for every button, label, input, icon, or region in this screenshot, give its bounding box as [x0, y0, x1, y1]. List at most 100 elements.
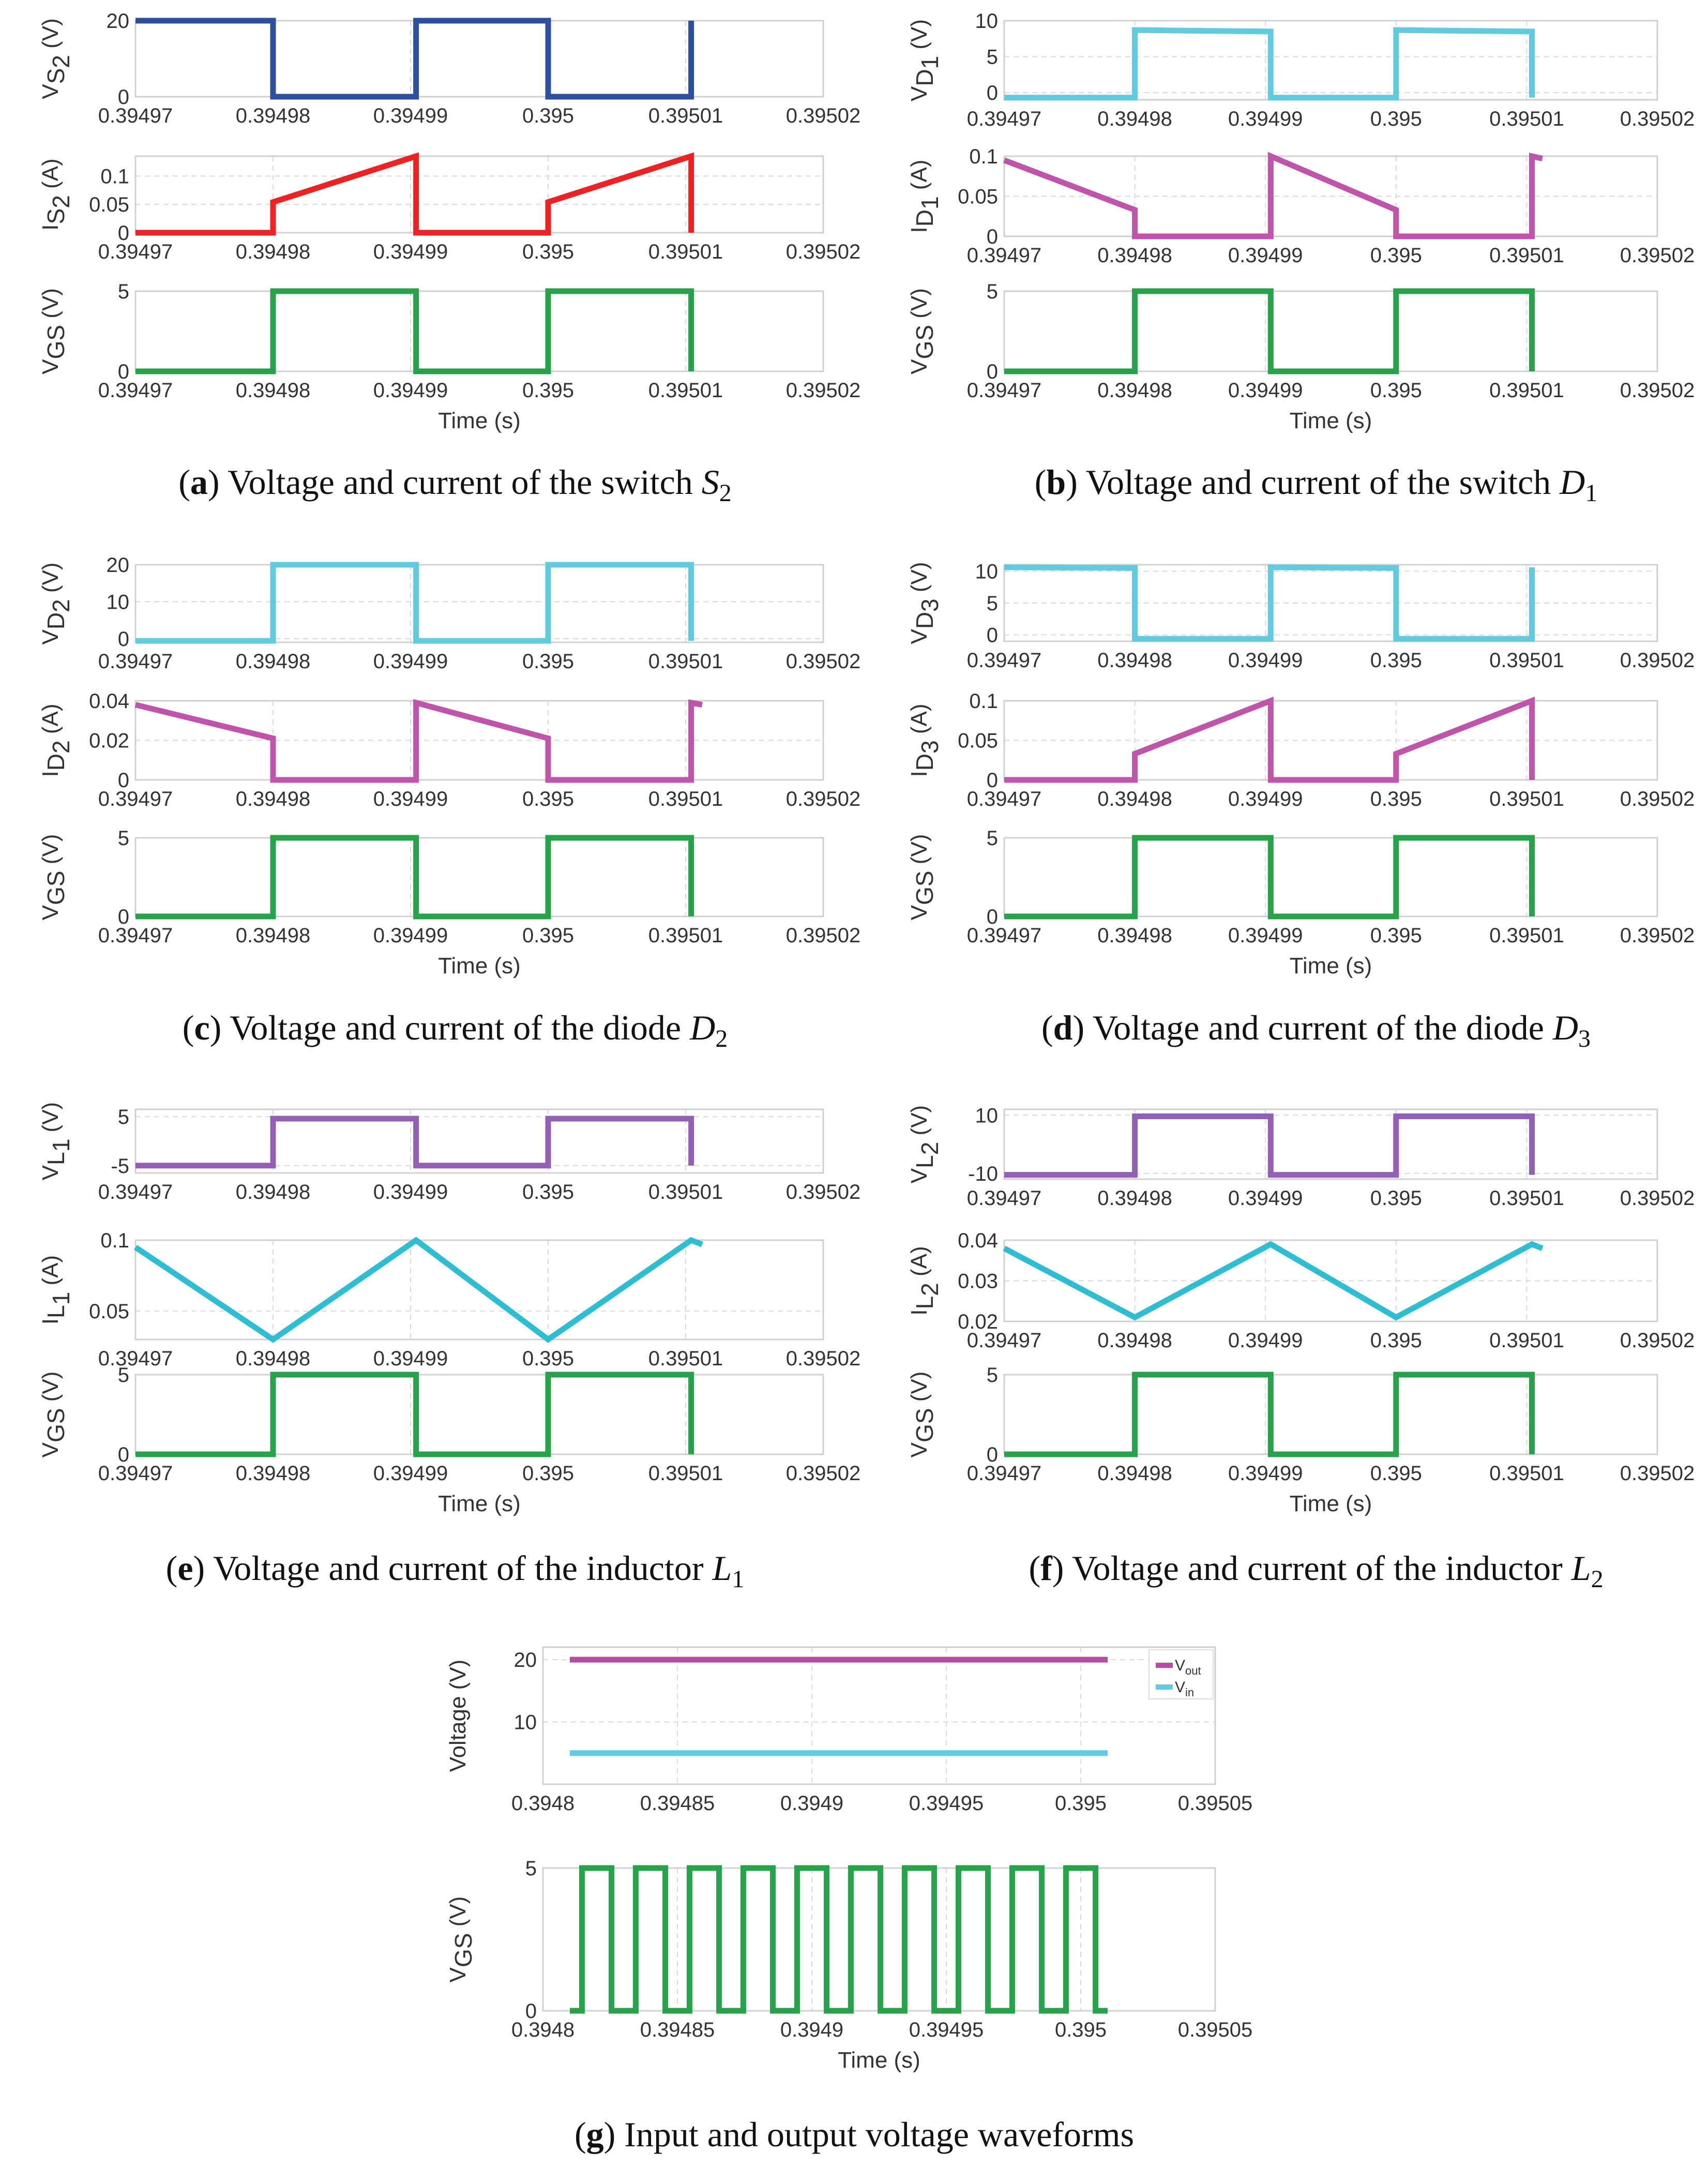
x-tick-label: 0.3949	[780, 1792, 843, 1815]
waveform-f2	[1003, 1241, 1544, 1321]
y-tick-label: 0.05	[89, 193, 129, 216]
x-tick-label: 0.39497	[967, 108, 1042, 130]
x-tick-label: 0.39485	[640, 2019, 715, 2041]
x-tick-label: 0.39502	[786, 379, 861, 402]
y-tick-label: 0.02	[958, 1311, 998, 1333]
waveform-e2	[133, 1237, 703, 1343]
x-tick-label: 0.39497	[967, 924, 1042, 947]
x-tick-label: 0.39497	[967, 379, 1042, 402]
x-tick-label: 0.395	[1370, 788, 1422, 810]
x-tick-label: 0.395	[522, 1181, 574, 1203]
x-tick-label: 0.39499	[373, 1347, 448, 1370]
waveform-c2	[134, 699, 703, 783]
waveform-g2	[570, 1865, 1108, 2014]
y-tick-label: -5	[111, 1155, 129, 1178]
y-tick-label: 0	[525, 2000, 537, 2023]
y-tick-label: 10	[975, 560, 999, 583]
x-tick-label: 0.39501	[648, 650, 723, 673]
x-tick-label: 0.39499	[373, 650, 448, 673]
x-tick-label: 0.39498	[236, 379, 311, 402]
x-tick-label: 0.39499	[373, 1181, 448, 1203]
x-tick-label: 0.395	[522, 240, 574, 263]
y-tick-label: 5	[525, 1857, 537, 1880]
panel-a1: 0 20 0.39497 0.39498 0.39499 0.395 0.39501 0.39…	[38, 10, 860, 127]
y-tick-label: 10	[107, 591, 130, 613]
x-tick-label: 0.39497	[967, 1462, 1042, 1485]
y-tick-label: 5	[118, 1364, 129, 1387]
plot-frame	[1003, 1374, 1658, 1455]
legend: Vout Vin	[1148, 1649, 1214, 1699]
y-tick-label: -10	[968, 1163, 998, 1185]
waveform-d1	[1004, 564, 1535, 642]
x-tick-label: 0.395	[1370, 924, 1422, 947]
plot-frame	[134, 1374, 824, 1455]
plot-frame	[1003, 20, 1658, 101]
y-tick-label: 0	[118, 769, 129, 792]
y-tick-label: 0	[987, 906, 998, 928]
x-tick-label: 0.39499	[1228, 1329, 1303, 1352]
waveform-b1	[1004, 27, 1535, 101]
y-axis-label: VGS (V)	[38, 1372, 69, 1458]
x-tick-label: 0.39499	[1228, 379, 1303, 402]
legend-label-vout: Vout	[1175, 1657, 1201, 1677]
y-tick-label: 0.05	[958, 186, 998, 208]
y-axis-label: IS2 (A)	[38, 158, 74, 230]
x-tick-label: 0.39497	[967, 788, 1042, 810]
x-tick-label: 0.39499	[1228, 244, 1303, 267]
x-tick-label: 0.39498	[1097, 379, 1172, 402]
legend-box	[1148, 1649, 1214, 1699]
x-tick-label: 0.39485	[640, 1792, 715, 1815]
x-tick-label: 0.3948	[511, 2019, 575, 2041]
x-tick-label: 0.395	[522, 1347, 574, 1370]
plot-frame	[134, 20, 824, 98]
panel-f2: 0.02 0.03 0.04 0.39497 0.39498 0.39499 0.395 0.…	[906, 1229, 1695, 1352]
y-tick-label: 0.1	[100, 1229, 129, 1252]
x-tick-label: 0.39502	[786, 788, 861, 810]
y-tick-label: 0	[118, 86, 129, 109]
x-tick-label: 0.39505	[1178, 2019, 1253, 2041]
y-tick-label: 5	[987, 1364, 998, 1387]
x-tick-label: 0.39499	[373, 379, 448, 402]
x-tick-label: 0.395	[1370, 379, 1422, 402]
x-tick-label: 0.39498	[236, 1181, 311, 1203]
x-tick-label: 0.395	[522, 104, 574, 127]
x-tick-label: 0.39498	[1097, 788, 1172, 810]
x-tick-label: 0.39501	[1489, 649, 1564, 672]
y-tick-label: 0.05	[89, 1300, 129, 1323]
x-tick-label: 0.39499	[1228, 1187, 1303, 1210]
x-tick-label: 0.39499	[1228, 108, 1303, 130]
y-axis-label: ID3 (A)	[906, 704, 943, 777]
waveform-e3	[135, 1372, 694, 1457]
caption-d: (d) Voltage and current of the diode D3	[1041, 1008, 1591, 1052]
y-tick-label: 0.1	[969, 145, 998, 168]
plot-frame	[134, 290, 824, 372]
plot-frame	[134, 1108, 824, 1174]
y-axis-label: VD3 (V)	[906, 562, 943, 644]
x-tick-label: 0.39501	[1489, 244, 1564, 267]
plot-frame	[1003, 155, 1658, 237]
waveform-f3	[1004, 1372, 1535, 1457]
x-tick-label: 0.39499	[373, 104, 448, 127]
waveform-f1	[1004, 1113, 1535, 1178]
y-tick-label: 5	[118, 1106, 129, 1128]
x-tick-label: 0.39497	[98, 1347, 173, 1370]
x-tick-label: 0.39501	[1489, 379, 1564, 402]
panel-f3: 0 5 0.39497 0.39498 0.39499 0.395 0.39501 0.395…	[906, 1364, 1695, 1516]
plot-frame	[1003, 564, 1658, 642]
x-tick-label: 0.39502	[1620, 788, 1695, 810]
x-tick-label: 0.39498	[236, 1462, 311, 1485]
x-tick-label: 0.39505	[1178, 1792, 1253, 1815]
x-tick-label: 0.39499	[1228, 788, 1303, 810]
x-tick-label: 0.39502	[786, 240, 861, 263]
x-tick-label: 0.39502	[1620, 244, 1695, 267]
panel-d3: 0 5 0.39497 0.39498 0.39499 0.395 0.39501 0.395…	[906, 827, 1695, 978]
x-tick-label: 0.395	[522, 1462, 574, 1485]
x-tick-label: 0.39498	[1097, 924, 1172, 947]
waveform-c1	[135, 562, 694, 644]
x-tick-label: 0.39497	[967, 1187, 1042, 1210]
panel-g2: 0 5 0.3948 0.39485 0.3949 0.39495 0.395 0.39505…	[445, 1857, 1252, 2073]
y-tick-label: 10	[975, 10, 999, 33]
y-axis-label: ID1 (A)	[906, 160, 943, 233]
x-tick-label: 0.39501	[1489, 1462, 1564, 1485]
waveform-b2	[1003, 152, 1543, 239]
